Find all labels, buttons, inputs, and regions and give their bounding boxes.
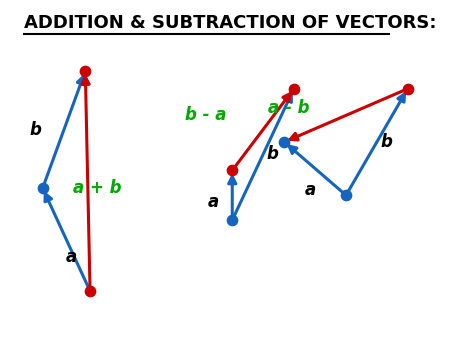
Text: b: b (380, 133, 392, 151)
Point (290, 86, 298, 92)
Point (228, 217, 236, 223)
Point (228, 168, 236, 173)
Text: a: a (208, 193, 219, 211)
Text: ADDITION & SUBTRACTION OF VECTORS:: ADDITION & SUBTRACTION OF VECTORS: (24, 14, 436, 32)
Point (404, 86, 411, 92)
Text: b - a: b - a (185, 106, 227, 124)
Text: b: b (29, 121, 42, 138)
Text: a: a (305, 181, 316, 199)
Point (342, 192, 350, 198)
Text: a + b: a + b (73, 179, 121, 197)
Point (39, 185, 46, 191)
Point (281, 139, 288, 145)
Point (82, 68, 89, 74)
Text: a - b: a - b (268, 99, 310, 117)
Point (86, 288, 94, 294)
Text: a: a (65, 248, 77, 266)
Text: b: b (266, 146, 279, 163)
